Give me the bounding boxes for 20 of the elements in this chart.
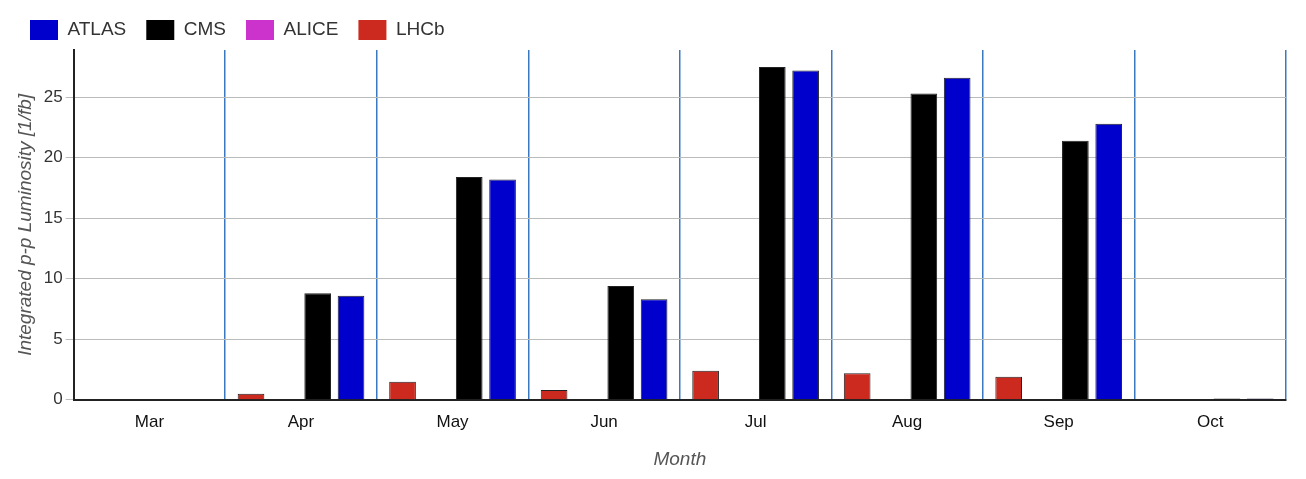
y-tick-label: 10 <box>43 268 63 288</box>
x-tick-label: Jul <box>744 411 767 431</box>
y-axis-title: Integrated p-p Luminosity [1/fb] <box>13 93 35 356</box>
x-tick-label: Mar <box>134 411 165 431</box>
y-tick-label: 0 <box>53 389 63 409</box>
legend-label: ALICE <box>283 18 339 40</box>
x-tick-label: May <box>436 411 470 431</box>
legend-label: CMS <box>183 18 227 40</box>
x-tick-label: Oct <box>1197 411 1224 431</box>
legend-label: ATLAS <box>67 18 127 40</box>
x-tick-label: Sep <box>1043 411 1074 431</box>
x-tick-label: Apr <box>287 411 315 431</box>
legend-label: LHCb <box>395 18 445 40</box>
x-tick-label: Aug <box>892 411 923 431</box>
y-tick-label: 15 <box>43 207 63 227</box>
y-tick-label: 5 <box>53 328 63 348</box>
y-tick-label: 20 <box>43 147 63 167</box>
x-tick-label: Jun <box>590 411 618 431</box>
y-tick-label: 25 <box>43 86 63 106</box>
x-axis-title: Month <box>653 447 707 469</box>
